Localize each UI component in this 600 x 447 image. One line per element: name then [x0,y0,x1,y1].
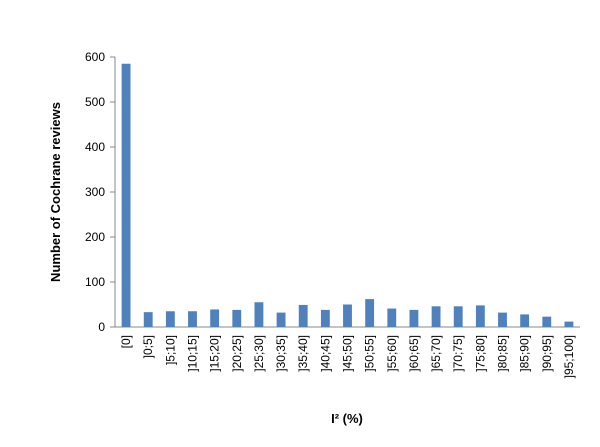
bar [232,309,242,327]
x-tick-label: ]20;25] [230,335,244,372]
x-tick-label: ]50;55] [363,335,377,372]
bar [210,309,220,327]
x-tick-label: ]0;5] [141,335,155,358]
bar [165,311,175,327]
x-tick-label: ]15;20] [208,335,222,372]
x-tick-label: ]90;95] [540,335,554,372]
x-tick-label: ]10;15] [186,335,200,372]
y-tick-label: 0 [98,320,105,334]
y-tick-label: 100 [85,275,105,289]
bar [475,305,485,327]
bar [498,312,507,327]
x-tick-label: ]80;85] [496,335,510,372]
y-tick-label: 500 [85,95,105,109]
bar [254,302,264,327]
x-tick-label: ]95;100] [562,335,576,378]
bar [276,312,286,327]
y-tick-label: 300 [85,185,105,199]
bar [453,306,463,327]
x-tick-label: ]25;30] [252,335,266,372]
x-tick-label: ]35;40] [296,335,310,372]
bar [542,316,552,327]
x-tick-label: ]75;80] [473,335,487,372]
bar [431,306,441,327]
x-axis-label: I² (%) [331,411,363,426]
x-tick-label: ]30;35] [274,335,288,372]
bar [520,314,530,327]
bar [409,309,419,327]
y-tick-label: 200 [85,230,105,244]
x-tick-label: ]40;45] [318,335,332,372]
bar [121,63,131,327]
bar [298,304,308,327]
x-tick-label: ]45;50] [341,335,355,372]
y-tick-label: 600 [85,50,105,64]
x-tick-label: ]70;75] [451,335,465,372]
x-tick-label: [0] [119,335,133,348]
x-tick-label: ]60;65] [407,335,421,372]
bar [143,312,153,327]
y-axis-label: Number of Cochrane reviews [48,102,63,282]
bar [320,309,330,327]
x-tick-label: ]55;60] [385,335,399,372]
y-tick-label: 400 [85,140,105,154]
x-tick-label: ]65;70] [429,335,443,372]
x-tick-label: ]85;90] [518,335,532,372]
bar [188,311,197,327]
bar [343,304,352,327]
x-tick-label: ]5;10] [163,335,177,365]
bar [387,308,397,327]
bar [564,321,574,327]
bar [365,299,375,327]
